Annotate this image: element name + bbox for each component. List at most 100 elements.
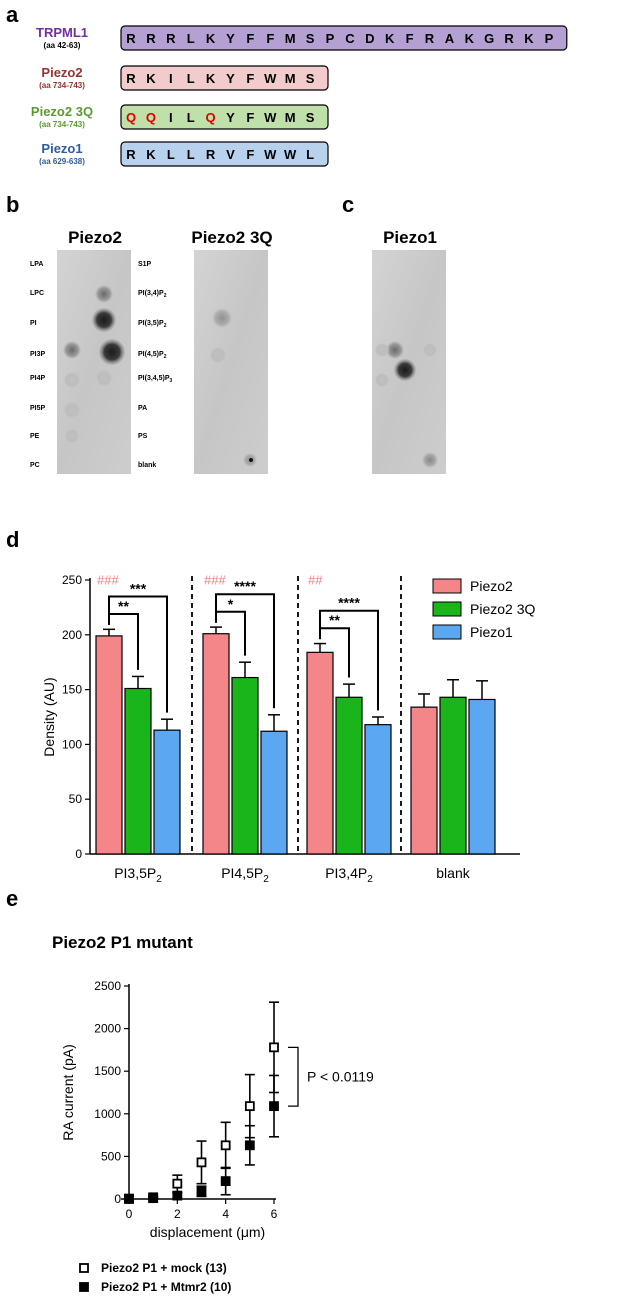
bar	[202, 633, 230, 855]
residue: R	[166, 31, 176, 46]
sequence-range: (aa 734-743)	[39, 120, 85, 129]
residue: F	[266, 31, 274, 46]
bar	[260, 730, 288, 855]
residue: M	[285, 110, 296, 125]
bar	[153, 729, 181, 855]
blot-strip-piezo2-3q	[194, 250, 268, 474]
significance-label: *	[228, 596, 234, 612]
lipid-label-text: PA	[138, 405, 147, 412]
lipid-label-subscript: 3	[170, 378, 173, 384]
legend-marker	[79, 1282, 89, 1292]
significance-label: ****	[234, 578, 256, 594]
bar	[231, 676, 259, 855]
lipid-label: PI(4,5)P2	[138, 351, 167, 360]
residue: K	[385, 31, 395, 46]
lipid-label-text: PI(3,4)P	[138, 290, 164, 297]
blot-title-piezo1: Piezo1	[383, 228, 437, 247]
bar	[364, 724, 392, 855]
legend-swatch	[432, 578, 462, 594]
lipid-label: blank	[138, 462, 156, 469]
data-point-mock	[220, 1140, 231, 1151]
data-point-mock	[269, 1042, 279, 1053]
category-main: PI3,4P	[325, 865, 367, 881]
residue: P	[545, 31, 554, 46]
lipid-label: PA	[138, 405, 147, 412]
residue: K	[524, 31, 534, 46]
data-point-mtmr2	[172, 1190, 183, 1201]
data-point-mtmr2	[244, 1140, 255, 1151]
lipid-label: PE	[30, 433, 40, 440]
lipid-label-text: PS	[138, 433, 148, 440]
legend-swatch	[432, 624, 462, 640]
dot-blot-panel: Piezo2 Piezo2 3Q Piezo1	[30, 228, 446, 474]
panel-letter-d: d	[6, 527, 19, 552]
category-label: blank	[436, 865, 470, 881]
significance-label: **	[118, 598, 129, 614]
residue: W	[264, 147, 277, 162]
y-axis-label: Density (AU)	[41, 677, 57, 756]
residue: M	[285, 71, 296, 86]
residue: W	[264, 71, 277, 86]
residue: R	[504, 31, 514, 46]
residue: R	[126, 71, 136, 86]
residue: Q	[126, 110, 136, 125]
category-main: PI3,5P	[114, 865, 156, 881]
blot-spot	[63, 341, 81, 359]
lipid-label-text: S1P	[138, 261, 152, 268]
residue: R	[146, 31, 156, 46]
lipid-label-text: blank	[138, 462, 156, 469]
y-tick-label: 0	[75, 847, 82, 861]
residue: L	[306, 147, 314, 162]
category-label: PI3,5P2	[114, 865, 162, 885]
residue: W	[284, 147, 297, 162]
residue: F	[246, 110, 254, 125]
residue: D	[365, 31, 374, 46]
category-main: PI4,5P	[221, 865, 263, 881]
bar	[439, 696, 467, 855]
lipid-label: PI(3,4)P2	[138, 290, 167, 299]
blot-spot	[423, 343, 437, 357]
residue: Q	[206, 110, 216, 125]
residue: F	[246, 147, 254, 162]
sequence-range: (aa 42-63)	[44, 41, 81, 50]
blot-title-piezo2-3q: Piezo2 3Q	[191, 228, 272, 247]
lipid-label: PS	[138, 433, 148, 440]
sequence-range: (aa 629-638)	[39, 157, 85, 166]
category-label: PI3,4P2	[325, 865, 373, 885]
x-tick-label: 0	[126, 1207, 133, 1221]
data-point-mock	[196, 1157, 207, 1168]
significance-bracket	[108, 595, 168, 713]
data-point-mtmr2	[269, 1101, 279, 1112]
y-tick-label: 1000	[94, 1107, 121, 1121]
y-tick-label: 2500	[94, 979, 121, 993]
sequence-name: Piezo1	[41, 141, 82, 156]
residue: Y	[226, 31, 235, 46]
y-tick-label: 100	[62, 737, 82, 751]
x-axis-label: displacement (μm)	[150, 1224, 265, 1240]
y-tick-label: 500	[101, 1149, 121, 1163]
lipid-label: PC	[30, 462, 40, 469]
lipid-label: PI	[30, 320, 37, 327]
lipid-label: PI3P	[30, 351, 46, 358]
residue: C	[345, 31, 355, 46]
residue: R	[126, 31, 136, 46]
blot-spot	[99, 339, 125, 365]
lipid-label: PI(3,5)P2	[138, 320, 167, 329]
legend-label: Piezo2 P1 + mock (13)	[101, 1261, 227, 1275]
residue: S	[306, 71, 315, 86]
legend-label: Piezo2 3Q	[470, 601, 535, 617]
bar	[95, 635, 123, 855]
residue: F	[406, 31, 414, 46]
data-point-mtmr2	[148, 1193, 159, 1204]
residue: K	[206, 71, 216, 86]
data-point-mtmr2	[196, 1186, 207, 1197]
residue: G	[484, 31, 494, 46]
blot-spot	[210, 347, 226, 363]
bar	[410, 706, 438, 855]
bar	[124, 687, 152, 855]
lipid-label: S1P	[138, 261, 152, 268]
legend-label: Piezo2 P1 + Mtmr2 (10)	[101, 1280, 231, 1294]
lipid-label-text: PI(3,5)P	[138, 320, 164, 327]
blot-spot	[95, 285, 113, 303]
lipid-label: PI(3,4,5)P3	[138, 375, 173, 384]
